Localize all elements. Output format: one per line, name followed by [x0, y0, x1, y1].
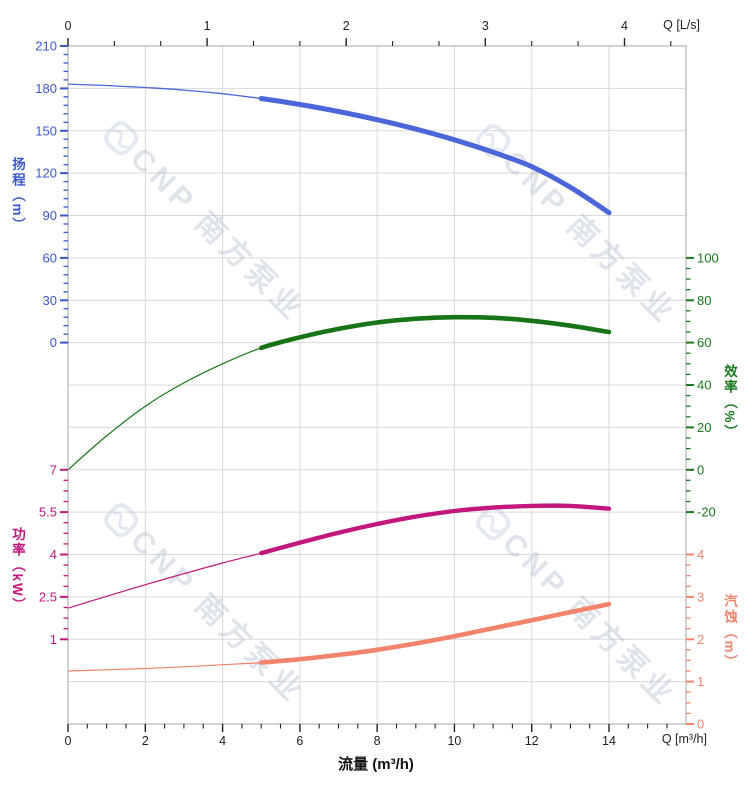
svg-text:180: 180	[35, 81, 57, 96]
npsh-curve-thin	[67, 662, 262, 672]
x-axis-top: 0 1 2 3 4	[65, 19, 672, 46]
head-curve-thin	[67, 83, 262, 100]
flow-unit-top-label: Q [L/s]	[663, 18, 700, 32]
svg-text:0: 0	[50, 335, 57, 350]
head-axis: 210 180 150 120 90 60 30 0	[35, 39, 68, 350]
watermark-text: CNP 南方泵业	[496, 144, 683, 331]
svg-text:3: 3	[482, 19, 489, 33]
head-axis-title: 扬程（m）	[10, 157, 25, 234]
npsh-axis: 4 3 2 1 0	[686, 547, 704, 732]
svg-text:90: 90	[43, 208, 57, 223]
svg-text:4: 4	[697, 547, 704, 562]
svg-text:14: 14	[602, 734, 616, 748]
svg-text:5.5: 5.5	[39, 505, 57, 520]
efficiency-curve-thin	[67, 347, 262, 471]
svg-text:60: 60	[43, 250, 57, 265]
svg-text:80: 80	[697, 293, 711, 308]
svg-text:20: 20	[697, 420, 711, 435]
svg-text:12: 12	[525, 734, 539, 748]
svg-text:4: 4	[219, 734, 226, 748]
npsh-curve	[258, 601, 612, 665]
svg-text:1: 1	[204, 19, 211, 33]
power-curve-thin	[67, 552, 262, 609]
svg-text:7: 7	[50, 462, 57, 477]
svg-text:30: 30	[43, 293, 57, 308]
svg-text:120: 120	[35, 166, 57, 181]
head-curve	[258, 96, 612, 216]
power-axis-title: 功率（kW）	[10, 527, 25, 614]
svg-text:0: 0	[65, 19, 72, 33]
cnp-logo-icon	[104, 503, 139, 538]
efficiency-axis-title: 效率（%）	[722, 364, 737, 441]
svg-text:100: 100	[697, 250, 719, 265]
npsh-axis-title: 汽蚀（m）	[722, 594, 737, 671]
svg-text:10: 10	[447, 734, 461, 748]
svg-text:0: 0	[65, 734, 72, 748]
efficiency-curve	[258, 314, 612, 351]
svg-text:0: 0	[697, 462, 704, 477]
curves	[67, 83, 612, 672]
flow-unit-bottom-label: Q [m³/h]	[661, 732, 707, 746]
x-axis-bottom: 0 2 4 6 8 10 12 14	[65, 724, 668, 748]
power-curve	[259, 503, 612, 556]
svg-text:2.5: 2.5	[39, 589, 57, 604]
svg-text:3: 3	[697, 589, 704, 604]
svg-text:4: 4	[50, 547, 57, 562]
flow-axis-title: 流量 (m³/h)	[338, 756, 414, 773]
svg-text:8: 8	[374, 734, 381, 748]
cnp-logo-icon	[104, 121, 139, 156]
svg-text:40: 40	[697, 378, 711, 393]
svg-text:150: 150	[35, 123, 57, 138]
svg-text:210: 210	[35, 39, 57, 54]
cnp-logo-icon	[476, 506, 511, 541]
svg-text:2: 2	[343, 19, 350, 33]
svg-text:2: 2	[142, 734, 149, 748]
power-axis: 7 5.5 4 2.5 1	[39, 462, 68, 647]
svg-text:2: 2	[697, 632, 704, 647]
svg-text:60: 60	[697, 335, 711, 350]
watermark-text: CNP 南方泵业	[124, 523, 311, 710]
svg-text:-20: -20	[697, 505, 716, 520]
svg-text:4: 4	[621, 19, 628, 33]
svg-text:1: 1	[697, 674, 704, 689]
svg-text:0: 0	[697, 717, 704, 732]
efficiency-axis: 100 80 60 40 20 0 -20	[686, 250, 719, 520]
svg-text:6: 6	[296, 734, 303, 748]
svg-text:1: 1	[50, 632, 57, 647]
